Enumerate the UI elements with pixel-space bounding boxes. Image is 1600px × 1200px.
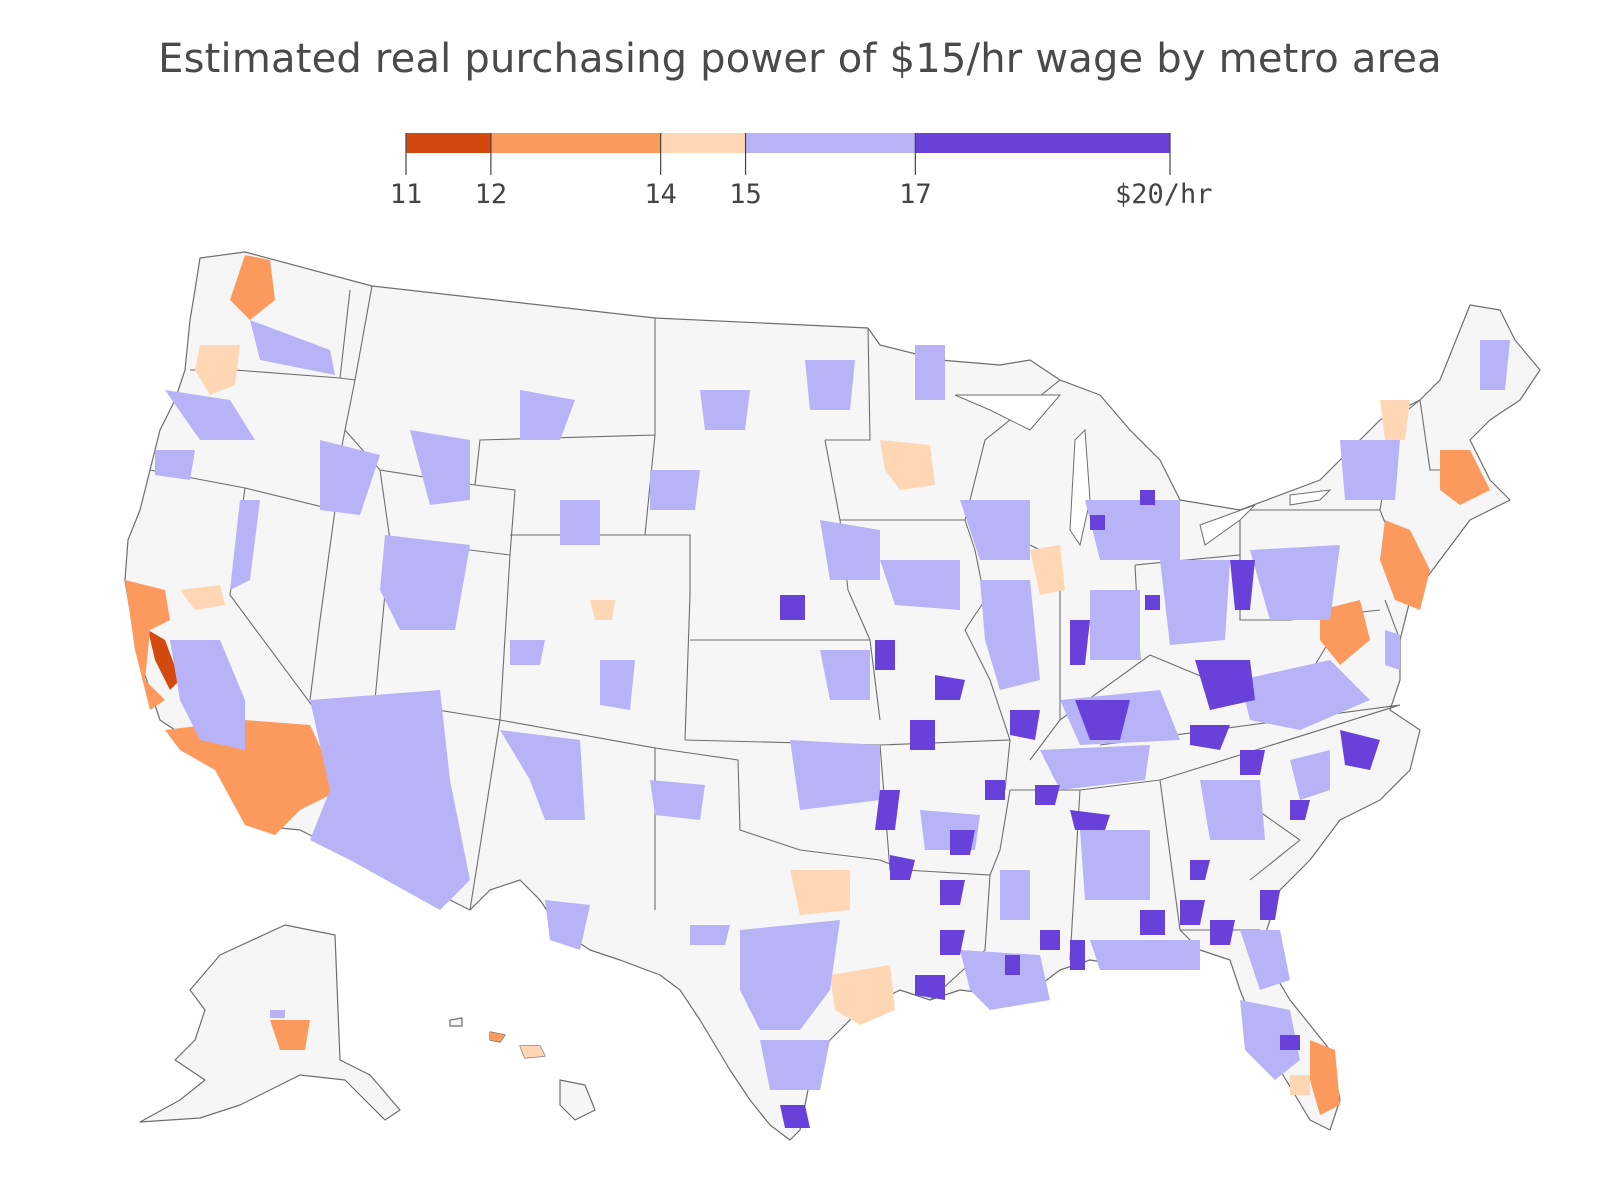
legend-bin-3	[745, 133, 916, 153]
metro-areas	[125, 255, 1510, 1128]
legend-tick-label-3: 15	[729, 179, 762, 210]
us-metro-map	[124, 251, 1541, 1141]
legend-tick-label-2: 14	[644, 179, 677, 210]
legend-tick-label-0: 11	[390, 179, 423, 210]
color-legend: 11 12 14 15 17 $20/hr	[390, 133, 1213, 210]
legend-bin-4	[915, 133, 1170, 153]
legend-bin-1	[490, 133, 661, 153]
legend-bin-2	[660, 133, 746, 153]
legend-tick-label-1: 12	[475, 179, 508, 210]
map-title: Estimated real purchasing power of $15/h…	[158, 36, 1442, 82]
hawaii-outline	[449, 1017, 596, 1121]
legend-tick-label-5: $20/hr	[1115, 179, 1213, 210]
legend-tick-label-4: 17	[899, 179, 932, 210]
alaska-outline	[139, 924, 401, 1123]
legend-bin-0	[406, 133, 491, 153]
